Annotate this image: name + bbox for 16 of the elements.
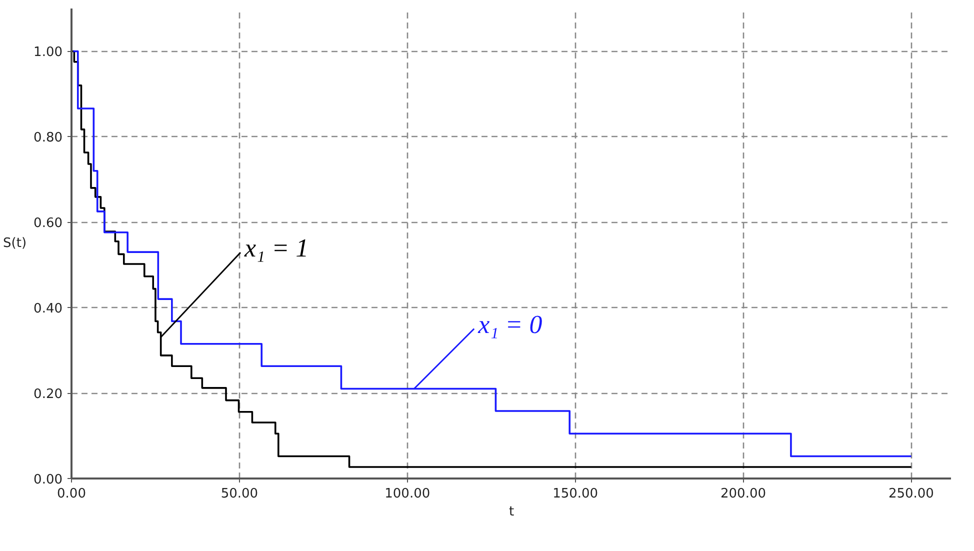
x-axis-title: t <box>508 504 514 520</box>
annotation: x₁ = 1 <box>244 234 309 262</box>
x-tick-label: 200.00 <box>720 486 766 502</box>
x-tick-label: 250.00 <box>888 486 934 502</box>
y-tick-label: 0.80 <box>34 130 63 146</box>
y-tick-label: 0.20 <box>34 387 63 402</box>
y-tick-label: 1.00 <box>34 45 63 60</box>
y-axis-title: S(t) <box>3 236 27 251</box>
x-tick-label: 100.00 <box>384 486 430 502</box>
x-tick-label: 50.00 <box>220 486 258 502</box>
y-tick-label: 0.00 <box>34 472 63 488</box>
x-tick-label: 0.00 <box>57 486 86 502</box>
annotation: x₁ = 0 <box>477 310 542 339</box>
x-tick-label: 150.00 <box>552 486 598 502</box>
y-tick-label: 0.60 <box>34 216 63 232</box>
y-tick-label: 0.40 <box>34 302 63 317</box>
